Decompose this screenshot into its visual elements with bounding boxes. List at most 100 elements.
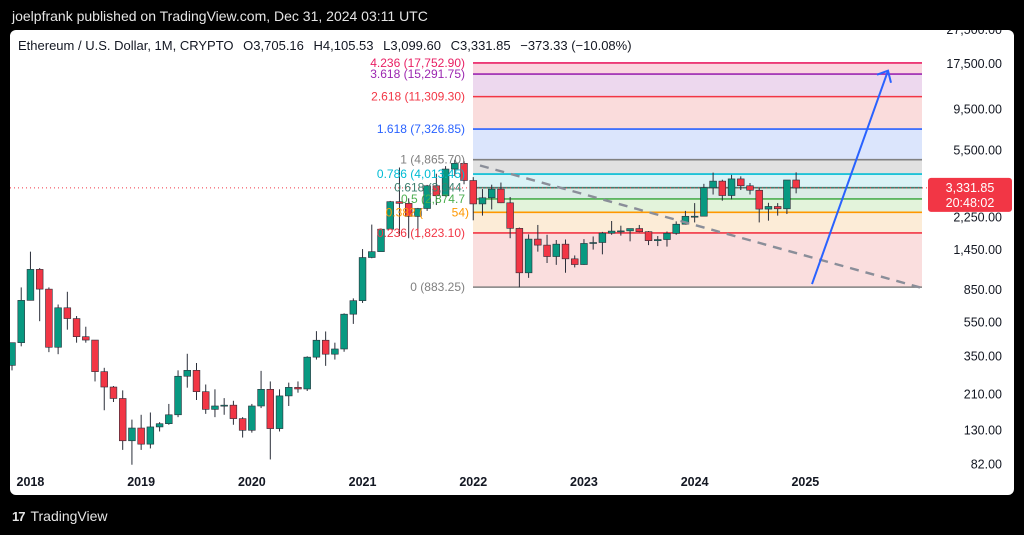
candle-body[interactable] [571,258,579,265]
candle-body[interactable] [589,242,597,244]
projection-arrow-line[interactable] [811,70,889,285]
candle-body[interactable] [506,202,514,229]
candle-body[interactable] [340,313,348,350]
candle-body[interactable] [727,178,736,196]
candle-body[interactable] [635,228,644,232]
candle-body[interactable] [229,404,238,419]
candle-body[interactable] [607,230,616,234]
candle-body[interactable] [478,197,487,205]
candle-body[interactable] [690,215,699,218]
candle-body[interactable] [202,391,210,410]
candle-body[interactable] [386,201,394,230]
candle-body[interactable] [26,269,35,301]
candle-body[interactable] [644,231,653,241]
candle-body[interactable] [700,187,708,217]
candle-body[interactable] [35,269,44,290]
candle-body[interactable] [432,185,441,197]
trend-line[interactable] [479,164,921,289]
candle-body[interactable] [543,244,551,257]
x-tick-label: 2020 [238,475,266,489]
y-tick-label: 1,450.00 [953,243,1002,257]
candle-body[interactable] [441,168,450,197]
candle-body[interactable] [515,228,524,274]
candle-body[interactable] [414,208,422,217]
candle-body[interactable] [192,370,201,392]
candle-body[interactable] [617,230,625,233]
candle-body[interactable] [266,389,274,429]
candle-body[interactable] [534,238,542,246]
candle-body[interactable] [755,189,763,210]
candle-body[interactable] [709,180,717,189]
candle-body[interactable] [469,180,477,205]
candle-body[interactable] [524,238,533,274]
candle-body[interactable] [764,206,773,210]
candle-body[interactable] [718,180,727,196]
candle-body[interactable] [100,371,108,388]
candle-body[interactable] [257,389,265,407]
candle-body[interactable] [460,163,468,181]
candle-body[interactable] [285,387,293,397]
y-tick-label: 550.00 [964,316,1002,330]
candle-body[interactable] [331,348,339,355]
candle-body[interactable] [165,414,173,425]
candle-body[interactable] [321,339,330,355]
candle-body[interactable] [368,251,376,258]
candle-body[interactable] [63,307,72,319]
candle-body[interactable] [119,398,127,442]
chart-svg[interactable]: 4.236 (17,752.90)3.618 (15,291.75) 2.618 … [10,30,1014,495]
candle-body[interactable] [626,228,634,232]
candle-body[interactable] [137,427,145,445]
candle-body[interactable] [552,243,560,257]
candle-body[interactable] [654,239,662,241]
candle-body[interactable] [146,426,155,445]
candle-body[interactable] [451,163,459,170]
fib-band [473,187,922,199]
candle-body[interactable] [312,339,321,358]
candle-body[interactable] [91,339,99,372]
candle-body[interactable] [128,427,136,442]
candle-body[interactable] [72,318,81,337]
candle-body[interactable] [404,203,413,217]
candle-body[interactable] [487,188,496,199]
candle-body[interactable] [561,243,570,260]
chart-panel[interactable]: 4.236 (17,752.90) 3.618 (15,291.75) 2.618 … [10,30,1014,495]
fib-level-label: 0 (883.25) [410,280,465,294]
candle-body[interactable] [54,307,62,348]
candle-body[interactable] [358,257,367,301]
candle-body[interactable] [672,223,680,234]
candle-body[interactable] [377,228,385,252]
candle-body[interactable] [10,342,16,366]
arrow-head-icon [876,69,892,83]
candle-body[interactable] [17,300,25,343]
y-tick-label: 5,500.00 [953,143,1002,157]
candle-body[interactable] [238,418,247,431]
candle-body[interactable] [737,178,745,187]
candle-body[interactable] [783,179,791,210]
candle-body[interactable] [155,423,164,428]
candle-body[interactable] [211,405,219,410]
candle-body[interactable] [349,300,358,315]
candle-body[interactable] [82,336,90,341]
candle-body[interactable] [423,185,431,209]
x-tick-label: 2025 [791,475,819,489]
candle-body[interactable] [294,387,302,390]
candle-body[interactable] [663,233,671,240]
y-tick-label: 2,250.00 [953,210,1002,224]
candle-body[interactable] [275,395,284,429]
candle-body[interactable] [746,185,754,191]
y-tick-label: 130.00 [964,423,1002,437]
candle-body[interactable] [497,188,505,204]
candle-body[interactable] [174,375,182,416]
candle-body[interactable] [395,201,404,204]
candle-body[interactable] [580,243,588,265]
fib-band [473,159,922,175]
candle-body[interactable] [773,206,782,210]
candle-body[interactable] [183,370,191,377]
candle-body[interactable] [45,288,53,348]
candle-body[interactable] [248,405,256,431]
candle-body[interactable] [220,404,228,407]
candle-body[interactable] [792,179,800,189]
candle-body[interactable] [109,386,118,399]
candle-body[interactable] [598,232,607,243]
candle-body[interactable] [303,356,311,390]
